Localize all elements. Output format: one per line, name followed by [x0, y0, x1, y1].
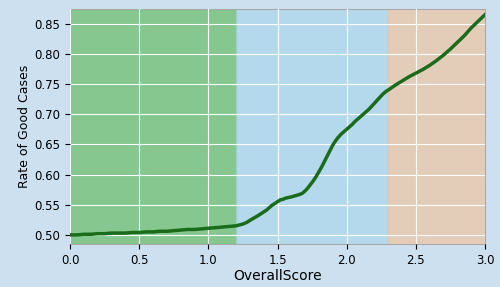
Bar — [388, 9, 485, 244]
X-axis label: OverallScore: OverallScore — [233, 269, 322, 284]
Bar — [236, 9, 388, 244]
Bar — [70, 9, 236, 244]
Y-axis label: Rate of Good Cases: Rate of Good Cases — [18, 65, 32, 188]
